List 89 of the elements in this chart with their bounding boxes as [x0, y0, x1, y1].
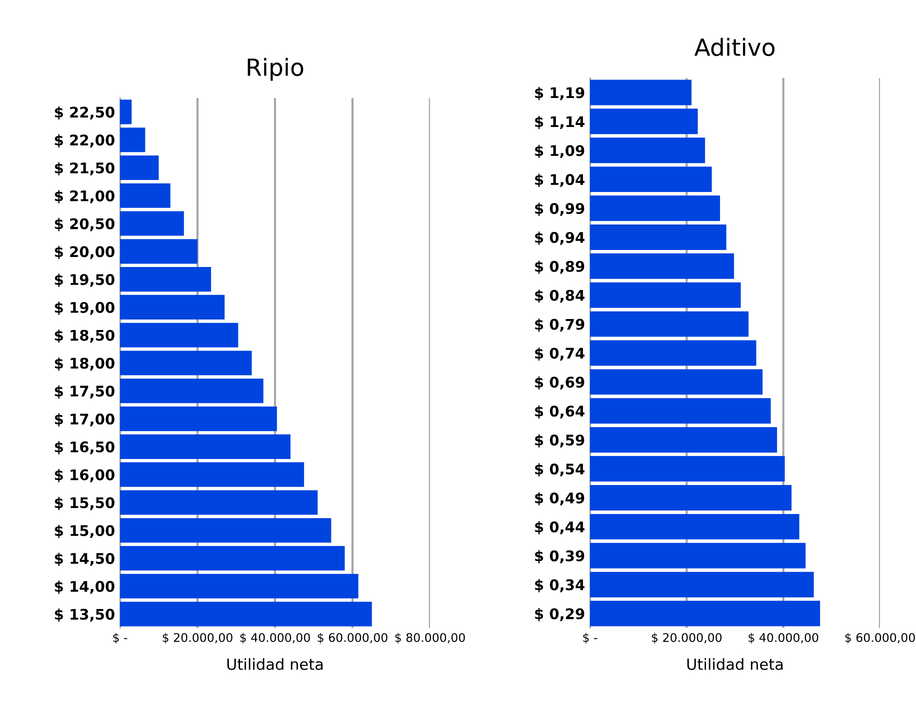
y-tick-label: $ 0,99 — [535, 202, 584, 216]
x-axis-title: Utilidad neta — [227, 658, 323, 670]
bar — [120, 294, 225, 320]
y-tick-label: $ 1,09 — [535, 144, 584, 158]
bar — [120, 434, 290, 459]
x-tick-label: $ 80.000,00 — [395, 632, 465, 644]
bar — [590, 542, 806, 568]
y-tick-label: $ 19,50 — [54, 274, 114, 287]
chart-title: Ripio — [248, 58, 304, 81]
y-tick-label: $ 16,50 — [54, 441, 114, 454]
bar — [120, 100, 132, 124]
bar — [120, 462, 304, 487]
bar — [590, 166, 712, 192]
y-tick-label: $ 0,54 — [535, 463, 584, 476]
y-tick-label: $ 1,04 — [535, 174, 584, 187]
y-tick-label: $ 17,00 — [54, 413, 114, 426]
x-tick-label: $ 60.000,00 — [318, 632, 388, 644]
y-tick-label: $ 0,74 — [535, 347, 584, 361]
y-tick-label: $ 0,69 — [535, 376, 584, 390]
bar — [120, 378, 264, 404]
y-tick-label: $ 16,00 — [54, 469, 114, 482]
x-tick-label: $ 20.000,00 — [162, 632, 232, 644]
bar — [590, 311, 749, 337]
y-tick-label: $ 0,59 — [535, 434, 584, 448]
bar — [120, 211, 184, 236]
y-tick-label: $ 17,50 — [54, 385, 114, 399]
y-tick-label: $ 20,00 — [54, 246, 114, 260]
x-tick-label: $ 40.000,00 — [240, 632, 310, 644]
y-tick-label: $ 15,00 — [54, 524, 114, 538]
x-tick-label: $ - — [583, 632, 598, 644]
y-tick-label: $ 0,64 — [535, 405, 584, 419]
chart-title: Aditivo — [694, 38, 774, 56]
bar — [590, 485, 792, 510]
bar — [590, 369, 763, 395]
y-tick-label: $ 14,00 — [54, 580, 114, 594]
bar — [590, 398, 771, 424]
y-tick-label: $ 18,50 — [54, 330, 114, 343]
bar — [590, 514, 800, 540]
bar — [120, 602, 372, 626]
y-tick-label: $ 0,84 — [535, 290, 584, 303]
bar — [120, 267, 212, 292]
bar — [590, 600, 820, 626]
y-tick-label: $ 1,14 — [535, 116, 584, 130]
bar — [120, 406, 277, 432]
y-tick-label: $ 22,00 — [54, 134, 114, 148]
y-tick-label: $ 1,19 — [535, 86, 584, 100]
bar — [120, 183, 170, 208]
bar — [120, 128, 146, 152]
y-tick-label: $ 13,50 — [54, 608, 114, 622]
y-tick-label: $ 0,29 — [535, 608, 584, 622]
bar — [590, 224, 726, 250]
bar — [120, 518, 332, 543]
bar — [120, 546, 345, 571]
y-tick-label: $ 0,39 — [535, 550, 584, 564]
bar — [120, 574, 358, 598]
x-axis-title: Utilidad neta — [687, 658, 783, 670]
bar — [590, 456, 785, 482]
y-tick-label: $ 15,50 — [54, 496, 114, 510]
y-tick-label: $ 22,50 — [54, 106, 114, 120]
bar — [120, 322, 238, 348]
x-tick-label: $ 40.000,00 — [748, 632, 818, 644]
y-tick-label: $ 19,00 — [54, 302, 114, 315]
bar — [120, 350, 252, 376]
x-tick-label: $ 20.000,00 — [652, 632, 722, 644]
x-tick-label: $ - — [113, 632, 128, 644]
y-tick-label: $ 21,50 — [54, 162, 114, 176]
bar — [590, 108, 698, 134]
y-tick-label: $ 21,00 — [54, 190, 114, 204]
bar — [590, 80, 692, 106]
y-tick-label: $ 0,79 — [535, 318, 584, 332]
y-tick-label: $ 0,94 — [535, 232, 584, 245]
bar — [590, 427, 778, 453]
bar — [590, 282, 741, 308]
y-tick-label: $ 18,00 — [54, 357, 114, 371]
bar — [590, 572, 814, 598]
x-tick-label: $ 60.000,00 — [845, 632, 915, 644]
y-tick-label: $ 0,89 — [535, 260, 584, 274]
bar — [120, 239, 198, 264]
y-tick-label: $ 0,44 — [535, 521, 584, 534]
bar — [120, 155, 159, 180]
bar — [590, 138, 706, 164]
bar — [120, 490, 318, 515]
y-tick-label: $ 20,50 — [54, 218, 114, 232]
y-tick-label: $ 0,49 — [535, 492, 584, 506]
bar — [590, 340, 756, 366]
y-tick-label: $ 14,50 — [54, 552, 114, 566]
y-tick-label: $ 0,34 — [535, 579, 584, 592]
bar — [590, 253, 734, 279]
bar — [590, 196, 720, 221]
